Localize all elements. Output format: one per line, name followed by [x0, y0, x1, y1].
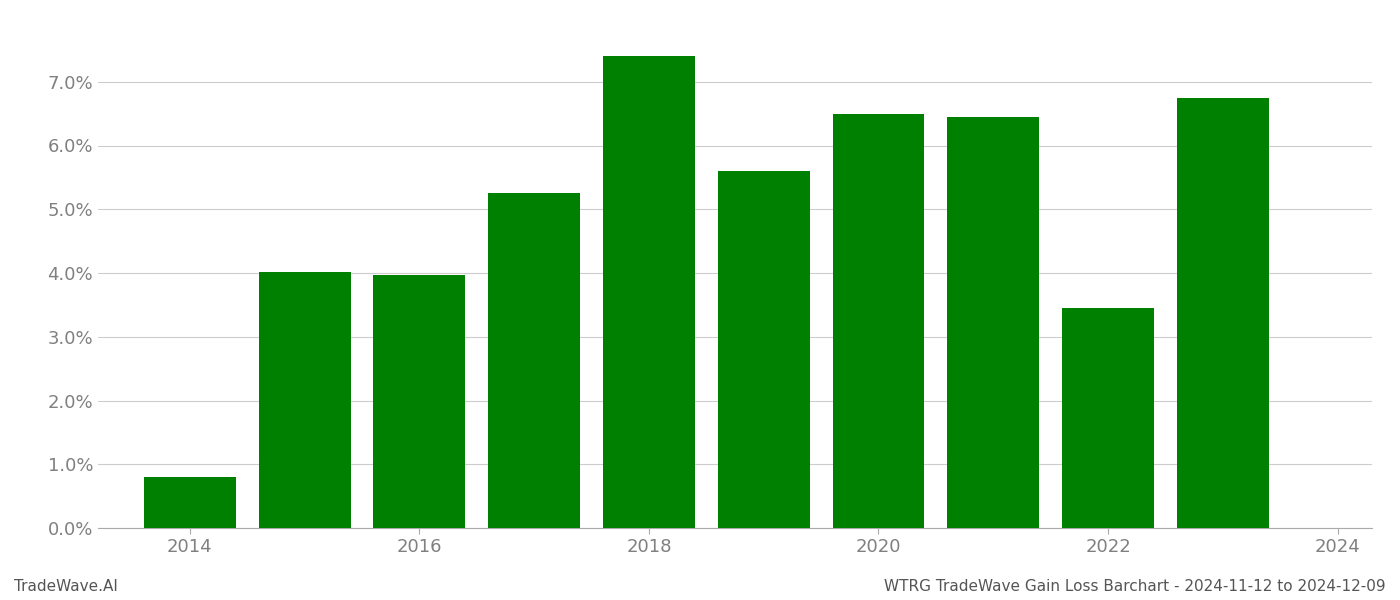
Bar [603, 56, 694, 528]
Bar [718, 171, 809, 528]
Bar [489, 193, 580, 528]
Bar [259, 272, 350, 528]
Bar [144, 477, 235, 528]
Bar [1063, 308, 1154, 528]
Bar [948, 117, 1039, 528]
Text: TradeWave.AI: TradeWave.AI [14, 579, 118, 594]
Text: WTRG TradeWave Gain Loss Barchart - 2024-11-12 to 2024-12-09: WTRG TradeWave Gain Loss Barchart - 2024… [885, 579, 1386, 594]
Bar [374, 275, 465, 528]
Bar [1177, 98, 1268, 528]
Bar [833, 113, 924, 528]
